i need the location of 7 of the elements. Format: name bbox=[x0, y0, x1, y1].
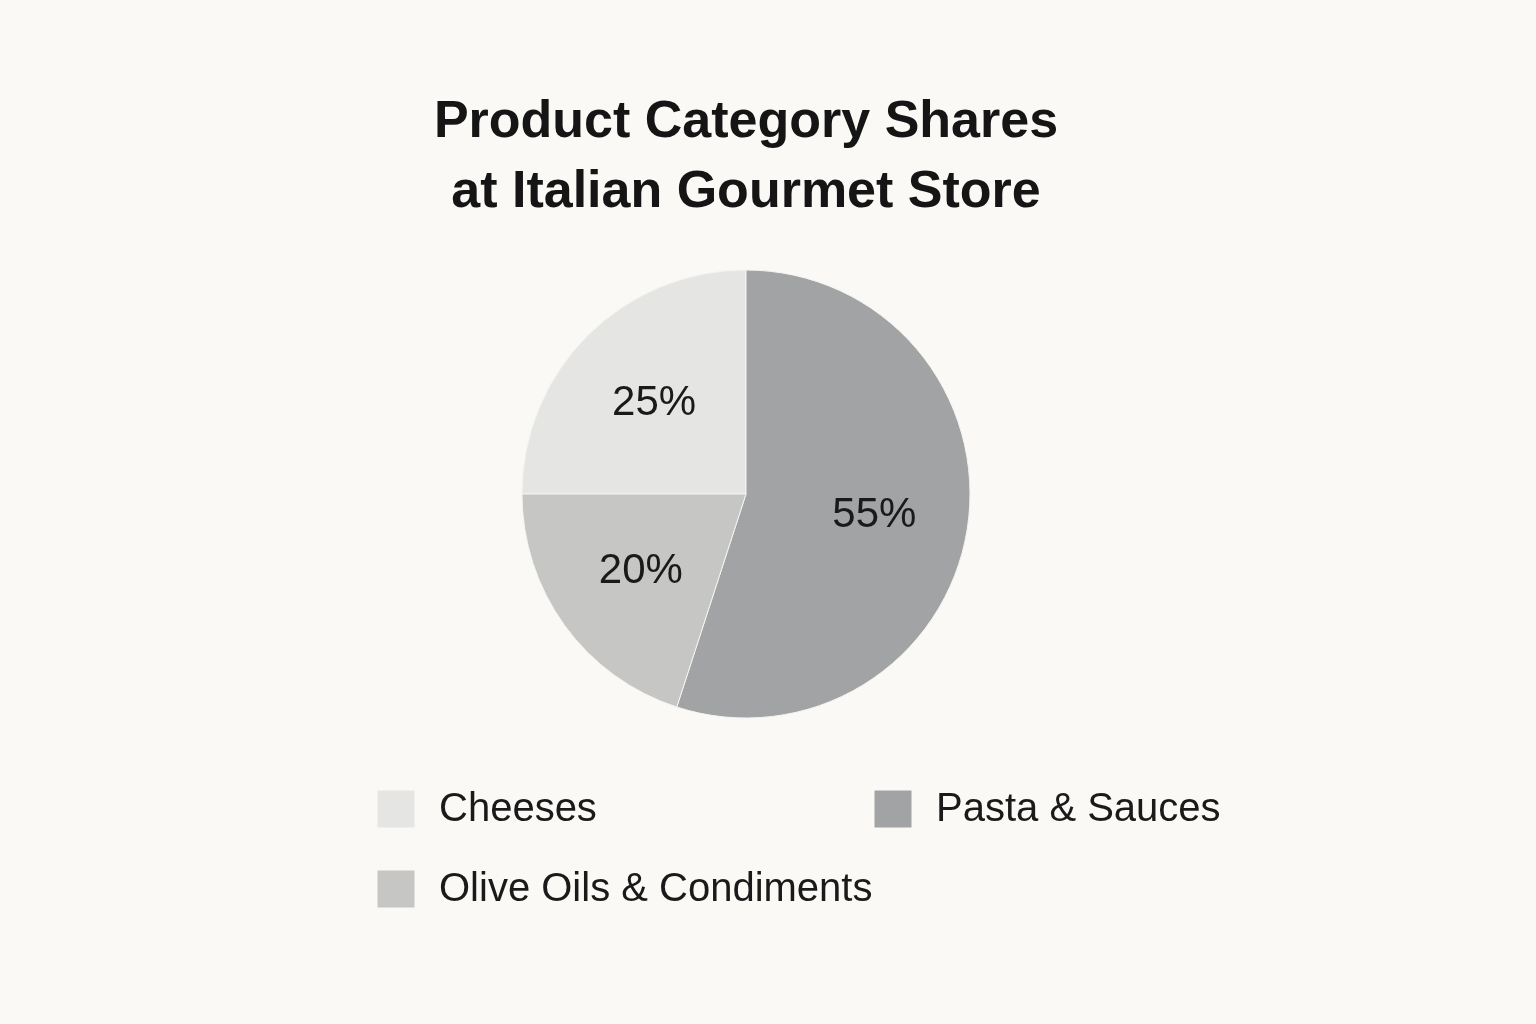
data-label: 25% bbox=[612, 377, 697, 425]
legend-label: Pasta & Sauces bbox=[936, 785, 1221, 829]
legend-label: Olive Oils & Condiments bbox=[439, 865, 873, 909]
data-label: 20% bbox=[598, 545, 683, 593]
legend-label: Cheeses bbox=[439, 785, 597, 829]
data-label: 55% bbox=[832, 489, 917, 537]
chart-title: Product Category Shares at Italian Gourmet Store bbox=[433, 90, 1059, 218]
